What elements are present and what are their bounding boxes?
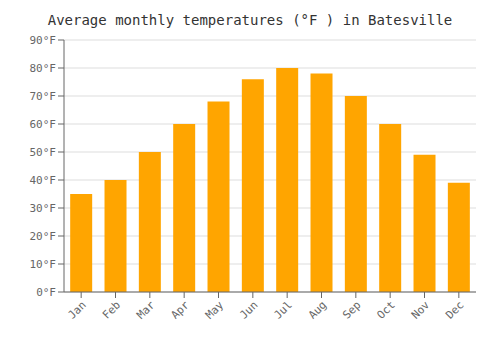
svg-text:Dec: Dec: [443, 298, 466, 321]
svg-text:70°F: 70°F: [30, 90, 57, 103]
svg-text:80°F: 80°F: [30, 62, 57, 75]
svg-text:60°F: 60°F: [30, 118, 57, 131]
svg-text:50°F: 50°F: [30, 146, 57, 159]
svg-text:Feb: Feb: [100, 298, 123, 321]
svg-text:Nov: Nov: [409, 298, 433, 322]
svg-text:Oct: Oct: [375, 298, 398, 321]
svg-text:Sep: Sep: [340, 298, 363, 321]
svg-text:Jul: Jul: [272, 298, 295, 321]
svg-text:30°F: 30°F: [30, 202, 57, 215]
svg-text:10°F: 10°F: [30, 258, 57, 271]
svg-text:90°F: 90°F: [30, 34, 57, 47]
svg-text:Aug: Aug: [306, 298, 329, 321]
svg-text:20°F: 20°F: [30, 230, 57, 243]
html-text:Average monthly temperatures (: Average monthly temperatures (°F ) in Ba…: [47, 12, 453, 28]
svg-text:Jun: Jun: [237, 298, 260, 321]
svg-text:40°F: 40°F: [30, 174, 57, 187]
svg-text:May: May: [203, 298, 227, 322]
svg-text:Mar: Mar: [134, 298, 158, 322]
svg-text:Jan: Jan: [66, 298, 89, 321]
svg-text:Apr: Apr: [169, 298, 193, 322]
svg-text:0°F: 0°F: [36, 286, 56, 299]
